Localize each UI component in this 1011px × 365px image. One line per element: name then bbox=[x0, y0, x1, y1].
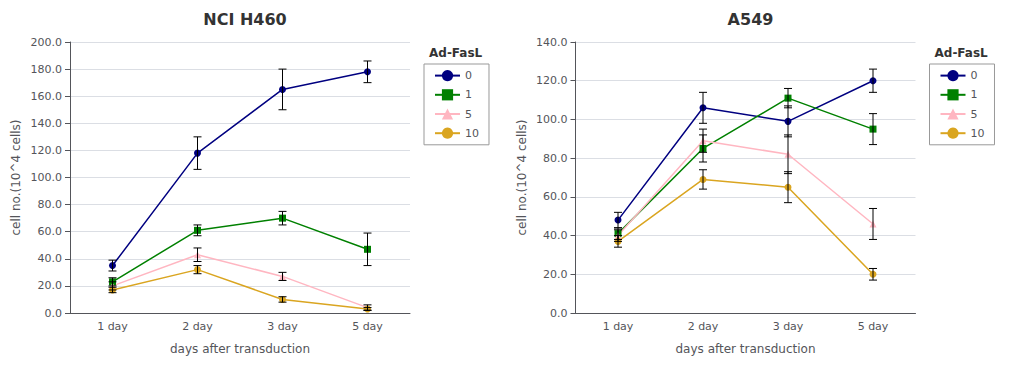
svg-text:0: 0 bbox=[971, 69, 978, 82]
svg-text:1 day: 1 day bbox=[97, 320, 128, 333]
svg-text:120.0: 120.0 bbox=[31, 144, 63, 157]
svg-text:days after transduction: days after transduction bbox=[170, 342, 310, 356]
svg-text:40.0: 40.0 bbox=[38, 252, 63, 265]
svg-text:5 day: 5 day bbox=[858, 320, 889, 333]
svg-text:0.0: 0.0 bbox=[45, 307, 63, 320]
svg-text:160.0: 160.0 bbox=[31, 90, 63, 103]
svg-text:100.0: 100.0 bbox=[31, 171, 63, 184]
svg-text:days after transduction: days after transduction bbox=[676, 342, 816, 356]
svg-text:5: 5 bbox=[465, 108, 472, 121]
svg-text:A549: A549 bbox=[728, 10, 774, 29]
svg-text:5: 5 bbox=[971, 108, 978, 121]
svg-text:100.0: 100.0 bbox=[536, 113, 568, 126]
svg-text:5 day: 5 day bbox=[352, 320, 383, 333]
svg-text:0.0: 0.0 bbox=[550, 307, 568, 320]
svg-text:cell no.(10^4 cells): cell no.(10^4 cells) bbox=[515, 119, 529, 235]
svg-text:Ad-FasL: Ad-FasL bbox=[935, 46, 989, 60]
svg-text:1: 1 bbox=[971, 88, 978, 101]
svg-text:10: 10 bbox=[971, 127, 985, 140]
svg-text:140.0: 140.0 bbox=[536, 36, 568, 49]
svg-text:80.0: 80.0 bbox=[38, 198, 63, 211]
svg-text:20.0: 20.0 bbox=[543, 268, 568, 281]
svg-text:1 day: 1 day bbox=[603, 320, 634, 333]
svg-text:200.0: 200.0 bbox=[31, 36, 63, 49]
svg-text:20.0: 20.0 bbox=[38, 279, 63, 292]
svg-text:2 day: 2 day bbox=[688, 320, 719, 333]
svg-text:60.0: 60.0 bbox=[38, 225, 63, 238]
svg-text:3 day: 3 day bbox=[773, 320, 804, 333]
svg-text:120.0: 120.0 bbox=[536, 74, 568, 87]
svg-text:80.0: 80.0 bbox=[543, 152, 568, 165]
svg-text:180.0: 180.0 bbox=[31, 63, 63, 76]
svg-text:1: 1 bbox=[465, 88, 472, 101]
svg-text:Ad-FasL: Ad-FasL bbox=[429, 46, 483, 60]
svg-text:60.0: 60.0 bbox=[543, 190, 568, 203]
svg-text:0: 0 bbox=[465, 69, 472, 82]
svg-text:40.0: 40.0 bbox=[543, 229, 568, 242]
svg-text:2 day: 2 day bbox=[182, 320, 213, 333]
svg-text:NCI H460: NCI H460 bbox=[203, 10, 286, 29]
svg-text:10: 10 bbox=[465, 127, 479, 140]
svg-text:cell no.(10^4 cells): cell no.(10^4 cells) bbox=[9, 119, 23, 235]
svg-text:3 day: 3 day bbox=[267, 320, 298, 333]
svg-text:140.0: 140.0 bbox=[31, 117, 63, 130]
